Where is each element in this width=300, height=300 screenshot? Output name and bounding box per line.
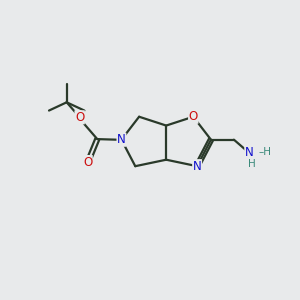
Text: O: O bbox=[75, 111, 84, 124]
Text: O: O bbox=[83, 156, 92, 169]
Text: H: H bbox=[248, 159, 256, 169]
Text: N: N bbox=[245, 146, 254, 159]
Text: N: N bbox=[193, 160, 202, 173]
Text: –H: –H bbox=[259, 147, 272, 157]
Text: O: O bbox=[189, 110, 198, 123]
Text: N: N bbox=[117, 133, 126, 146]
